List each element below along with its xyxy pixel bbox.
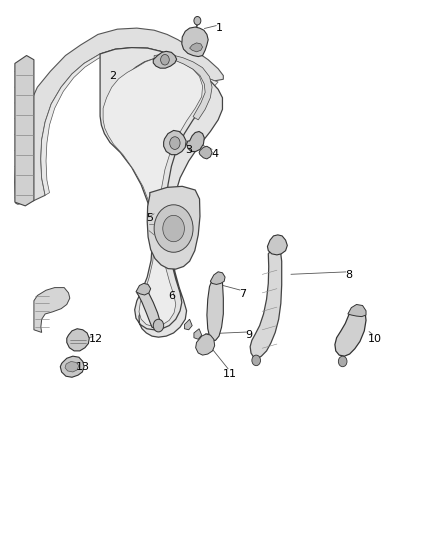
Polygon shape [199, 146, 212, 159]
Polygon shape [41, 47, 218, 195]
Circle shape [338, 356, 347, 367]
Circle shape [161, 54, 169, 65]
Polygon shape [136, 284, 151, 295]
Text: 10: 10 [367, 334, 381, 344]
Circle shape [252, 355, 261, 366]
Polygon shape [15, 28, 223, 204]
Polygon shape [268, 235, 287, 255]
Polygon shape [184, 319, 192, 330]
Text: 7: 7 [239, 289, 246, 299]
Polygon shape [187, 132, 204, 151]
Circle shape [170, 137, 180, 149]
Polygon shape [65, 361, 79, 372]
Circle shape [154, 205, 193, 252]
Text: 13: 13 [76, 362, 90, 372]
Text: 12: 12 [88, 334, 103, 344]
Polygon shape [190, 43, 202, 52]
Polygon shape [15, 55, 34, 206]
Polygon shape [182, 27, 208, 56]
Polygon shape [207, 277, 223, 341]
Polygon shape [60, 356, 84, 377]
Polygon shape [250, 248, 282, 358]
Text: 1: 1 [215, 23, 223, 33]
Polygon shape [164, 131, 186, 155]
Polygon shape [103, 58, 202, 327]
Polygon shape [335, 308, 366, 356]
Polygon shape [100, 47, 223, 337]
Polygon shape [67, 329, 89, 351]
Text: 4: 4 [211, 149, 218, 159]
Polygon shape [34, 288, 70, 333]
Polygon shape [154, 54, 212, 120]
Text: 6: 6 [168, 290, 175, 301]
Polygon shape [147, 187, 200, 269]
Polygon shape [196, 334, 215, 355]
Text: 5: 5 [146, 213, 153, 223]
Text: 8: 8 [345, 270, 352, 280]
Polygon shape [194, 329, 202, 340]
Polygon shape [137, 287, 160, 329]
Text: 11: 11 [223, 369, 237, 379]
Polygon shape [153, 51, 177, 68]
Text: 9: 9 [246, 330, 253, 340]
Circle shape [163, 215, 184, 241]
Circle shape [153, 319, 164, 332]
Polygon shape [210, 272, 225, 285]
Polygon shape [348, 304, 366, 317]
Text: 2: 2 [110, 70, 117, 80]
Circle shape [194, 17, 201, 25]
Text: 3: 3 [185, 146, 192, 156]
